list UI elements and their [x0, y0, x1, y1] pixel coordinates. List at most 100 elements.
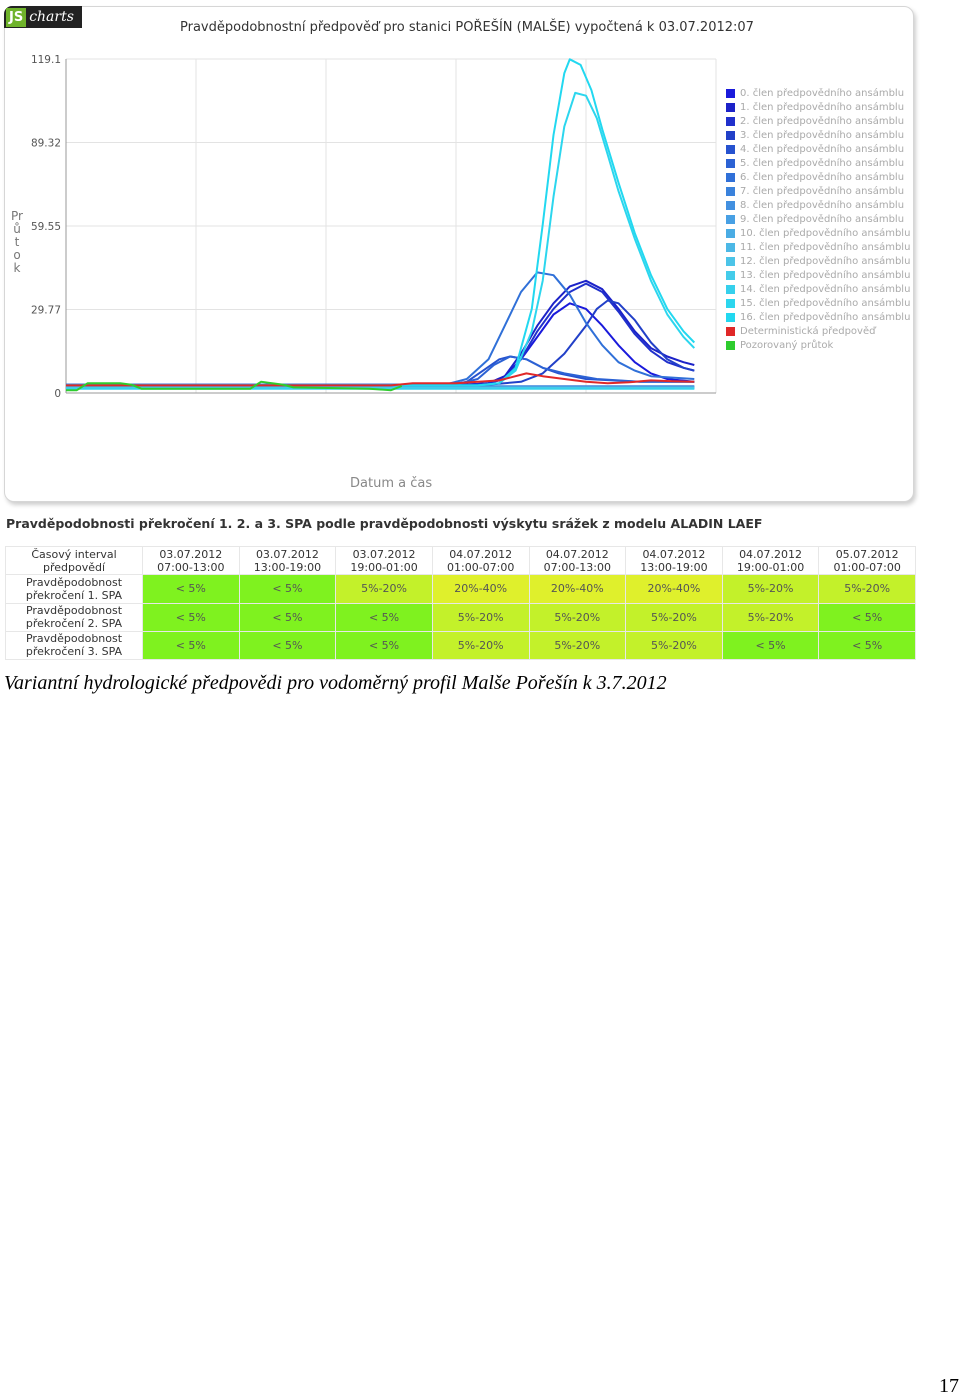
series-line-15: [66, 91, 696, 387]
legend-item-2: 2. člen předpovědního ansámblu: [726, 114, 910, 128]
legend-swatch: [726, 88, 735, 98]
probability-cell: 5%-20%: [625, 602, 723, 632]
probability-table: Časový interval předpovědí 03.07.2012 07:00…: [5, 545, 916, 661]
logo-charts: charts: [29, 9, 74, 25]
column-header-1: 03.07.2012 13:00-19:00: [238, 545, 337, 576]
legend-label: 13. člen předpovědního ansámblu: [740, 270, 911, 282]
legend-label: 5. člen předpovědního ansámblu: [740, 157, 905, 169]
legend-swatch: [726, 144, 735, 154]
header-label-cell: Časový interval předpovědí: [5, 545, 143, 576]
probability-cell: 5%-20%: [431, 602, 530, 632]
y-tick-label: 119.1: [31, 54, 61, 66]
legend-swatch: [726, 116, 735, 126]
probability-cell: < 5%: [142, 630, 240, 661]
legend-label: 9. člen předpovědního ansámblu: [740, 213, 905, 225]
probability-cell: < 5%: [335, 630, 433, 661]
legend-swatch: [726, 341, 735, 351]
legend-item-16: 16. člen předpovědního ansámblu: [726, 311, 910, 325]
chart-legend: 0. člen předpovědního ansámblu 1. člen př…: [726, 86, 910, 353]
legend-item-0: 0. člen předpovědního ansámblu: [726, 86, 910, 100]
column-header-5: 04.07.2012 13:00-19:00: [625, 545, 723, 576]
legend-swatch: [726, 186, 735, 196]
chart-plot: 0 29.77 59.55 89.32 119.1: [31, 54, 717, 400]
legend-label: 11. člen předpovědního ansámblu: [740, 242, 911, 254]
legend-item-14: 14. člen předpovědního ansámblu: [726, 283, 910, 297]
page-number: 17: [939, 1375, 959, 1397]
legend-item-7: 7. člen předpovědního ansámblu: [726, 184, 910, 198]
legend-label: 6. člen předpovědního ansámblu: [740, 171, 905, 183]
jscharts-logo: JS charts: [4, 6, 82, 28]
probability-cell: < 5%: [335, 602, 433, 632]
series-line-1: [66, 279, 695, 387]
y-tick-label: 89.32: [31, 138, 61, 150]
column-header-4: 04.07.2012 07:00-13:00: [528, 545, 627, 576]
row-label-cell: Pravděpodobnost překročení 3. SPA: [5, 630, 143, 661]
probability-cell: < 5%: [142, 574, 240, 604]
legend-item-18: Pozorovaný průtok: [726, 339, 910, 353]
column-header-0: 03.07.2012 07:00-13:00: [142, 545, 240, 576]
legend-item-15: 15. člen předpovědního ansámblu: [726, 297, 910, 311]
legend-swatch: [726, 285, 735, 295]
probability-cell: < 5%: [238, 574, 337, 604]
legend-swatch: [726, 271, 735, 281]
probability-cell: 20%-40%: [431, 574, 530, 604]
legend-label: 7. člen předpovědního ansámblu: [740, 185, 905, 197]
probability-cell: 5%-20%: [335, 574, 433, 604]
series-line-17: [66, 372, 695, 387]
probability-cell: < 5%: [818, 602, 916, 632]
legend-swatch: [726, 214, 735, 224]
y-tick-label: 59.55: [31, 221, 61, 233]
probability-cell: 5%-20%: [528, 602, 627, 632]
column-header-7: 05.07.2012 01:00-07:00: [818, 545, 916, 576]
legend-label: 15. člen předpovědního ansámblu: [740, 298, 911, 310]
legend-item-10: 10. člen předpovědního ansámblu: [726, 226, 910, 240]
x-axis-label: Datum a čas: [350, 476, 433, 491]
series-line-4: [66, 355, 695, 387]
y-axis-label: Průtok: [11, 209, 23, 275]
figure-caption: Variantní hydrologické předpovědi pro vo…: [4, 672, 667, 694]
legend-label: Deterministická předpověď: [740, 326, 876, 338]
probability-cell: 5%-20%: [431, 630, 530, 661]
probability-cell: 5%-20%: [818, 574, 916, 604]
legend-item-13: 13. člen předpovědního ansámblu: [726, 269, 910, 283]
column-header-6: 04.07.2012 19:00-01:00: [721, 545, 820, 576]
legend-item-3: 3. člen předpovědního ansámblu: [726, 128, 910, 142]
legend-item-11: 11. člen předpovědního ansámblu: [726, 241, 910, 255]
y-tick-label: 0: [54, 388, 61, 400]
series-line-0: [66, 302, 695, 387]
legend-swatch: [726, 299, 735, 309]
table-row: Pravděpodobnost překročení 2. SPA < 5% < 5%…: [5, 602, 916, 632]
row-label-cell: Pravděpodobnost překročení 2. SPA: [5, 602, 143, 632]
y-tick-label: 29.77: [31, 305, 61, 317]
legend-swatch: [726, 102, 735, 112]
chart-panel: 0 29.77 59.55 89.32 119.1: [4, 6, 914, 502]
table-row: Pravděpodobnost překročení 1. SPA < 5% < 5%…: [5, 574, 916, 604]
legend-label: 0. člen předpovědního ansámblu: [740, 87, 905, 99]
legend-swatch: [726, 327, 735, 337]
probability-cell: < 5%: [238, 602, 337, 632]
series-line-2: [66, 282, 695, 387]
probability-cell: < 5%: [721, 630, 820, 661]
probability-cell: 20%-40%: [625, 574, 723, 604]
legend-item-6: 6. člen předpovědního ansámblu: [726, 170, 910, 184]
legend-label: 14. člen předpovědního ansámblu: [740, 284, 911, 296]
probability-cell: < 5%: [238, 630, 337, 661]
legend-label: 8. člen předpovědního ansámblu: [740, 199, 905, 211]
legend-swatch: [726, 243, 735, 253]
probability-cell: 5%-20%: [721, 574, 820, 604]
legend-label: 16. člen předpovědního ansámblu: [740, 312, 911, 324]
row-label-cell: Pravděpodobnost překročení 1. SPA: [5, 574, 143, 604]
legend-item-5: 5. člen předpovědního ansámblu: [726, 156, 910, 170]
legend-swatch: [726, 200, 735, 210]
probability-cell: 20%-40%: [528, 574, 627, 604]
probability-cell: 5%-20%: [625, 630, 723, 661]
probability-cell: < 5%: [818, 630, 916, 661]
legend-swatch: [726, 172, 735, 182]
series-line-5: [66, 355, 695, 386]
legend-item-8: 8. člen předpovědního ansámblu: [726, 198, 910, 212]
legend-label: 10. člen předpovědního ansámblu: [740, 227, 911, 239]
legend-item-9: 9. člen předpovědního ansámblu: [726, 212, 910, 226]
table-title: Pravděpodobnosti překročení 1. 2. a 3. S…: [6, 516, 763, 531]
legend-item-17: Deterministická předpověď: [726, 325, 910, 339]
table-row: Pravděpodobnost překročení 3. SPA < 5% < 5%…: [5, 630, 916, 661]
